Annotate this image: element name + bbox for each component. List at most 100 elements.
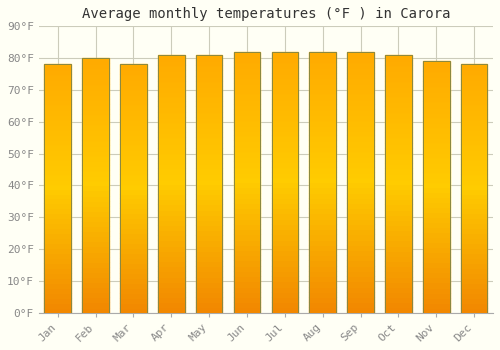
Bar xyxy=(423,197,450,202)
Bar xyxy=(423,212,450,217)
Bar xyxy=(461,228,487,233)
Bar xyxy=(234,99,260,104)
Bar xyxy=(234,297,260,302)
Bar xyxy=(348,266,374,271)
Bar xyxy=(158,204,184,210)
Bar xyxy=(272,125,298,130)
Bar xyxy=(234,287,260,292)
Bar xyxy=(310,276,336,281)
Bar xyxy=(44,283,71,288)
Bar xyxy=(44,134,71,139)
Bar xyxy=(234,104,260,109)
Bar xyxy=(120,223,146,228)
Bar xyxy=(234,250,260,255)
Bar xyxy=(310,88,336,93)
Bar xyxy=(158,163,184,168)
Bar xyxy=(385,148,411,153)
Bar xyxy=(348,140,374,146)
Bar xyxy=(385,220,411,225)
Bar xyxy=(44,89,71,94)
Bar xyxy=(82,109,109,114)
Bar xyxy=(423,106,450,112)
Bar xyxy=(158,246,184,251)
Bar xyxy=(44,109,71,114)
Bar xyxy=(234,203,260,208)
Bar xyxy=(272,182,298,187)
Bar xyxy=(120,164,146,169)
Bar xyxy=(461,94,487,99)
Bar xyxy=(348,224,374,229)
Bar xyxy=(272,240,298,245)
Bar xyxy=(385,127,411,132)
Bar xyxy=(385,184,411,189)
Bar xyxy=(234,120,260,125)
Bar xyxy=(82,140,109,145)
Bar xyxy=(44,293,71,298)
Bar xyxy=(82,262,109,267)
Bar xyxy=(44,184,71,189)
Bar xyxy=(385,86,411,91)
Bar xyxy=(44,218,71,223)
Bar xyxy=(310,161,336,167)
Bar xyxy=(234,109,260,114)
Bar xyxy=(234,167,260,172)
Bar xyxy=(310,57,336,62)
Bar xyxy=(196,251,222,256)
Bar xyxy=(44,84,71,89)
Bar xyxy=(44,124,71,129)
Bar xyxy=(44,268,71,273)
Bar xyxy=(158,178,184,184)
Bar xyxy=(196,194,222,199)
Bar xyxy=(348,130,374,135)
Bar xyxy=(423,237,450,242)
Bar xyxy=(234,68,260,72)
Bar xyxy=(120,293,146,298)
Bar xyxy=(272,151,298,156)
Bar xyxy=(158,91,184,96)
Bar xyxy=(196,174,222,178)
Bar xyxy=(348,135,374,140)
Bar xyxy=(461,169,487,174)
Bar xyxy=(82,175,109,180)
Bar xyxy=(196,122,222,127)
Bar xyxy=(234,245,260,250)
Bar xyxy=(385,55,411,60)
Bar xyxy=(82,78,109,84)
Bar xyxy=(423,117,450,121)
Bar xyxy=(385,230,411,235)
Bar xyxy=(423,172,450,177)
Bar xyxy=(385,282,411,287)
Bar xyxy=(310,172,336,177)
Bar xyxy=(82,287,109,292)
Bar xyxy=(461,64,487,313)
Bar xyxy=(44,198,71,203)
Bar xyxy=(348,99,374,104)
Bar xyxy=(385,153,411,158)
Bar xyxy=(310,193,336,198)
Bar xyxy=(310,62,336,68)
Bar xyxy=(423,91,450,97)
Bar xyxy=(196,302,222,308)
Bar xyxy=(461,233,487,238)
Bar xyxy=(461,218,487,223)
Bar xyxy=(348,52,374,313)
Bar xyxy=(461,144,487,149)
Bar xyxy=(385,199,411,204)
Bar xyxy=(423,66,450,71)
Bar xyxy=(310,120,336,125)
Bar xyxy=(423,76,450,82)
Bar xyxy=(272,120,298,125)
Bar xyxy=(272,193,298,198)
Bar xyxy=(120,69,146,75)
Bar xyxy=(461,84,487,89)
Bar xyxy=(461,189,487,194)
Bar xyxy=(348,297,374,302)
Bar xyxy=(461,178,487,184)
Bar xyxy=(158,308,184,313)
Bar xyxy=(310,93,336,99)
Bar xyxy=(44,104,71,109)
Bar xyxy=(120,159,146,164)
Bar xyxy=(234,83,260,88)
Bar xyxy=(120,253,146,258)
Bar xyxy=(348,193,374,198)
